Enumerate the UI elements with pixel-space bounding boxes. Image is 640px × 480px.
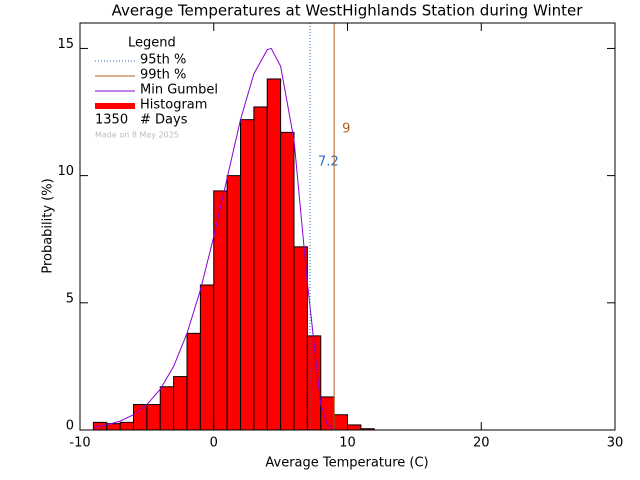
legend-label: Histogram [140, 98, 207, 113]
y-tick-label: 15 [57, 37, 74, 52]
histogram-bar [347, 424, 362, 431]
histogram-bar [333, 414, 348, 431]
percentile-label: 7.2 [318, 155, 339, 170]
y-tick-label: 5 [66, 291, 74, 306]
histogram-bar [146, 404, 161, 431]
x-tick-label: 10 [339, 436, 356, 451]
histogram-bar [253, 106, 268, 431]
histogram-bar [173, 376, 188, 431]
x-tick-label: 30 [607, 436, 624, 451]
legend-label: Min Gumbel [140, 83, 218, 98]
gumbel-curve [93, 47, 335, 430]
percentile-label: 9 [342, 122, 350, 137]
histogram-bar [266, 78, 282, 431]
histogram-bar [199, 284, 215, 431]
histogram-bar [226, 175, 241, 431]
histogram-bar [133, 404, 148, 431]
days-label: # Days [140, 113, 188, 128]
x-tick-label: -10 [69, 436, 90, 451]
days-count: 1350 [95, 113, 128, 128]
chart-title: Average Temperatures at WestHighlands St… [112, 2, 584, 20]
histogram-bar [159, 386, 175, 431]
y-tick-label: 0 [66, 419, 74, 434]
histogram-bar [186, 332, 201, 431]
x-tick-label: 0 [210, 436, 218, 451]
histogram-bar [240, 119, 255, 431]
legend-label: 95th % [140, 53, 186, 68]
histogram-bar [280, 131, 295, 431]
x-axis-label: Average Temperature (C) [265, 456, 428, 471]
x-tick-label: 20 [473, 436, 490, 451]
histogram-bar [119, 421, 134, 431]
histogram-bar [293, 246, 308, 431]
note: Made on 8 May 2025 [95, 131, 179, 140]
legend-label: 99th % [140, 68, 186, 83]
legend-title: Legend [128, 36, 176, 51]
y-tick-label: 10 [57, 164, 74, 179]
y-axis-label: Probability (%) [41, 178, 56, 273]
